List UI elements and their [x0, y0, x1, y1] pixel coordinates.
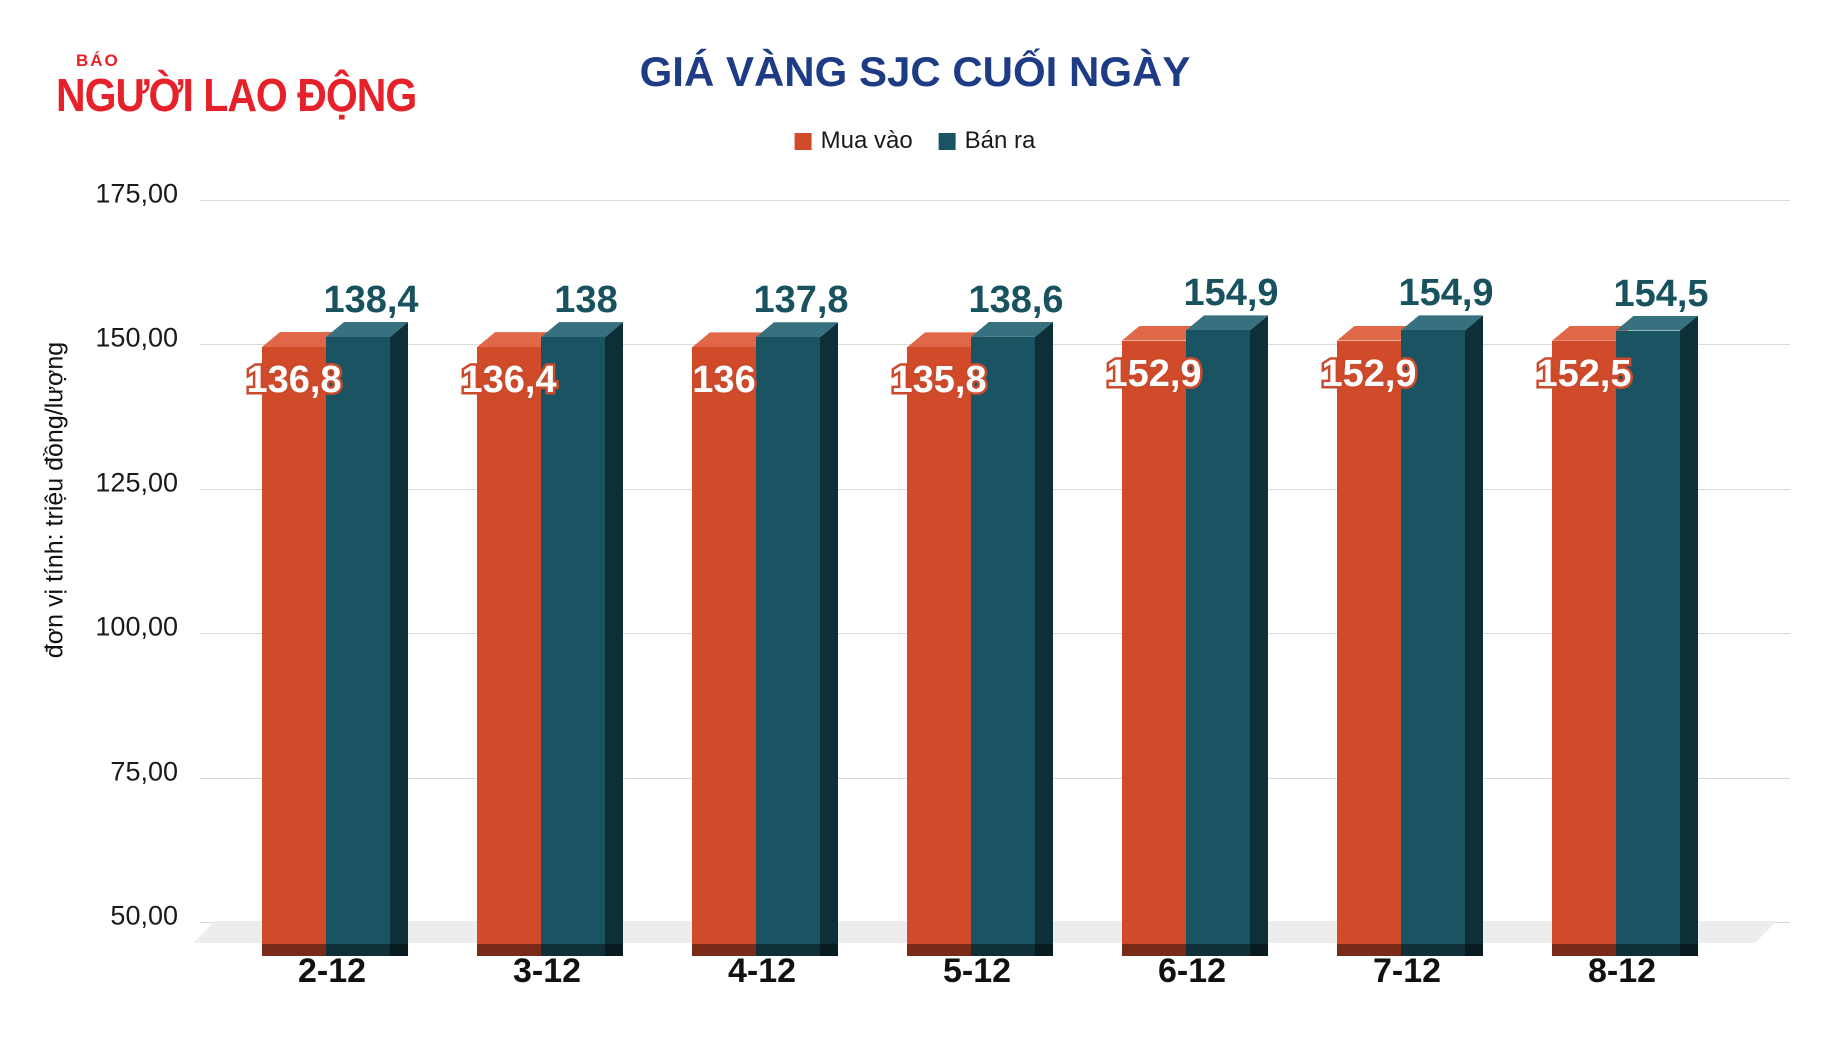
- bar-buy-8-12: [1552, 340, 1616, 956]
- chart-legend: Mua vào Bán ra: [794, 127, 1036, 155]
- y-tick-label-175: 175,00: [95, 178, 178, 209]
- bar-sell-top-3-12: [541, 322, 623, 338]
- legend-label-buy: Mua vào: [820, 127, 913, 154]
- data-label-sell-4-12: 137,8: [750, 276, 851, 324]
- bar-sell-side-3-12: [605, 322, 623, 956]
- bar-sell-side-8-12: [1680, 315, 1698, 956]
- data-label-sell-3-12: 138: [551, 276, 620, 324]
- bar-foot-7-12: [1337, 944, 1483, 956]
- bar-sell-side-4-12: [820, 322, 838, 956]
- bar-sell-side-2-12: [390, 322, 408, 956]
- bar-sell-top-7-12: [1401, 315, 1483, 331]
- bar-sell-top-6-12: [1186, 315, 1268, 331]
- bar-sell-top-4-12: [756, 322, 838, 338]
- data-label-buy-5-12: 135,8: [889, 357, 989, 404]
- data-label-buy-8-12: 152,5: [1534, 350, 1634, 397]
- bar-sell-3-12: [541, 337, 605, 956]
- bar-sell-side-7-12: [1465, 315, 1483, 956]
- bar-foot-3-12: [477, 944, 623, 956]
- y-tick-label-100: 100,00: [95, 611, 178, 642]
- bar-sell-side-5-12: [1035, 321, 1053, 956]
- x-tick-label-8-12: 8-12: [1587, 952, 1657, 990]
- y-tick-label-50: 50,00: [110, 900, 178, 931]
- gridline-175: [200, 200, 1790, 201]
- chart-title: GIÁ VÀNG SJC CUỐI NGÀY: [639, 48, 1191, 95]
- y-tick-label-75: 75,00: [110, 756, 178, 787]
- bar-buy-4-12: [692, 347, 756, 956]
- data-label-sell-2-12: 138,4: [320, 276, 421, 324]
- data-label-buy-2-12: 136,8: [244, 357, 344, 404]
- bar-sell-side-6-12: [1250, 315, 1268, 956]
- x-tick-label-5-12: 5-12: [942, 952, 1012, 990]
- data-label-buy-7-12: 152,9: [1319, 350, 1419, 397]
- logo-small-text: BÁO: [76, 51, 120, 70]
- x-tick-label-7-12: 7-12: [1372, 952, 1442, 990]
- data-label-buy-3-12: 136,4: [459, 357, 559, 404]
- bar-buy-top-7-12: [1337, 325, 1419, 341]
- x-tick-label-4-12: 4-12: [727, 952, 797, 990]
- y-tick-label-125: 125,00: [95, 467, 178, 498]
- bar-sell-4-12: [756, 337, 820, 956]
- bar-sell-7-12: [1401, 330, 1465, 956]
- bar-buy-top-4-12: [692, 332, 774, 348]
- bar-buy-6-12: [1122, 340, 1186, 956]
- data-label-buy-6-12: 152,9: [1104, 350, 1204, 397]
- x-tick-label-2-12: 2-12: [297, 952, 367, 990]
- bar-foot-6-12: [1122, 944, 1268, 956]
- bar-sell-5-12: [971, 336, 1035, 956]
- bar-buy-top-2-12: [262, 332, 344, 347]
- bar-buy-3-12: [477, 347, 541, 956]
- data-label-sell-8-12: 154,5: [1610, 270, 1711, 318]
- bar-sell-top-5-12: [971, 321, 1053, 337]
- legend-swatch-sell: [938, 132, 956, 150]
- y-tick-label-150: 150,00: [95, 322, 178, 353]
- x-tick-label-6-12: 6-12: [1157, 952, 1227, 990]
- legend-swatch-buy: [794, 132, 812, 150]
- bar-buy-top-5-12: [907, 332, 989, 348]
- legend-item-sell: Bán ra: [938, 127, 1036, 155]
- bar-buy-top-6-12: [1122, 325, 1204, 341]
- bar-sell-top-8-12: [1616, 315, 1698, 331]
- bar-buy-top-3-12: [477, 332, 559, 348]
- bar-foot-2-12: [262, 944, 408, 956]
- newspaper-logo: BÁO NGƯỜI LAO ĐỘNG: [56, 51, 417, 118]
- bar-foot-5-12: [907, 944, 1053, 956]
- data-label-sell-7-12: 154,9: [1395, 269, 1496, 317]
- bar-foot-8-12: [1552, 944, 1698, 956]
- bar-sell-2-12: [326, 337, 390, 956]
- bar-foot-4-12: [692, 944, 838, 956]
- bar-sell-6-12: [1186, 330, 1250, 956]
- legend-item-buy: Mua vào: [794, 127, 913, 155]
- x-tick-label-3-12: 3-12: [512, 952, 582, 990]
- bar-sell-top-2-12: [326, 322, 408, 337]
- data-label-sell-6-12: 154,9: [1180, 269, 1281, 317]
- bar-sell-8-12: [1616, 330, 1680, 956]
- bar-buy-2-12: [262, 347, 326, 956]
- bar-buy-5-12: [907, 347, 971, 956]
- data-label-buy-4-12: 136: [690, 357, 758, 404]
- legend-label-sell: Bán ra: [964, 127, 1036, 154]
- data-label-sell-5-12: 138,6: [965, 276, 1066, 324]
- logo-main-text: NGƯỜI LAO ĐỘNG: [56, 69, 417, 122]
- bar-buy-top-8-12: [1552, 325, 1634, 341]
- bar-buy-7-12: [1337, 340, 1401, 956]
